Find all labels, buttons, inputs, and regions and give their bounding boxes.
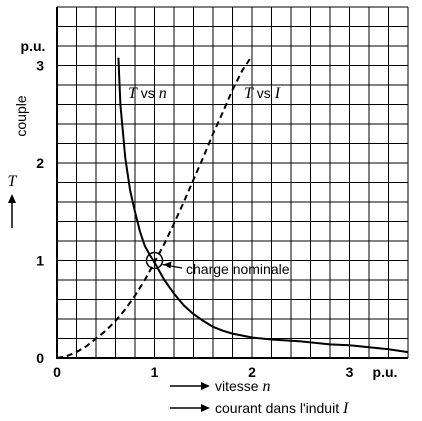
y-axis-symbol: T	[8, 173, 18, 190]
series-line-torque-vs-current	[56, 55, 253, 359]
x-tick-label: 1	[151, 364, 159, 380]
tick-labels: 0 1 2 3 p.u. 0 1 2 3 p.u.	[21, 38, 398, 380]
y-unit-label: p.u.	[21, 38, 46, 54]
y-axis-arrowhead	[8, 194, 16, 203]
x-axis-label: vitesse n	[215, 378, 270, 395]
grid	[56, 6, 409, 359]
axes	[56, 7, 408, 359]
y-tick-label: 0	[36, 350, 44, 366]
x-unit-label: p.u.	[373, 364, 398, 380]
series-line-torque-vs-speed	[117, 57, 409, 354]
series-lines	[56, 55, 409, 359]
y-tick-label: 2	[36, 155, 44, 171]
x-tick-label: 2	[248, 364, 256, 380]
y-tick-label: 3	[36, 58, 44, 74]
y-tick-label: 1	[36, 253, 44, 269]
series-label: T vs n	[128, 85, 167, 102]
x-tick-label: 0	[53, 364, 61, 380]
x-tick-label: 3	[346, 364, 354, 380]
x-axis-arrowhead	[201, 382, 210, 390]
annotation-label: charge nominale	[186, 261, 290, 277]
nominal-load-marker	[145, 251, 164, 270]
annotation-arrowhead	[163, 261, 172, 269]
x-axis-arrowhead	[201, 404, 210, 412]
chart-labels: T vs n T vs I charge nominale couple Tvitess…	[8, 85, 349, 417]
x-axis-label: courant dans l'induit I	[215, 400, 349, 417]
y-axis-label: couple	[13, 95, 29, 136]
series-label: T vs I	[244, 85, 281, 102]
